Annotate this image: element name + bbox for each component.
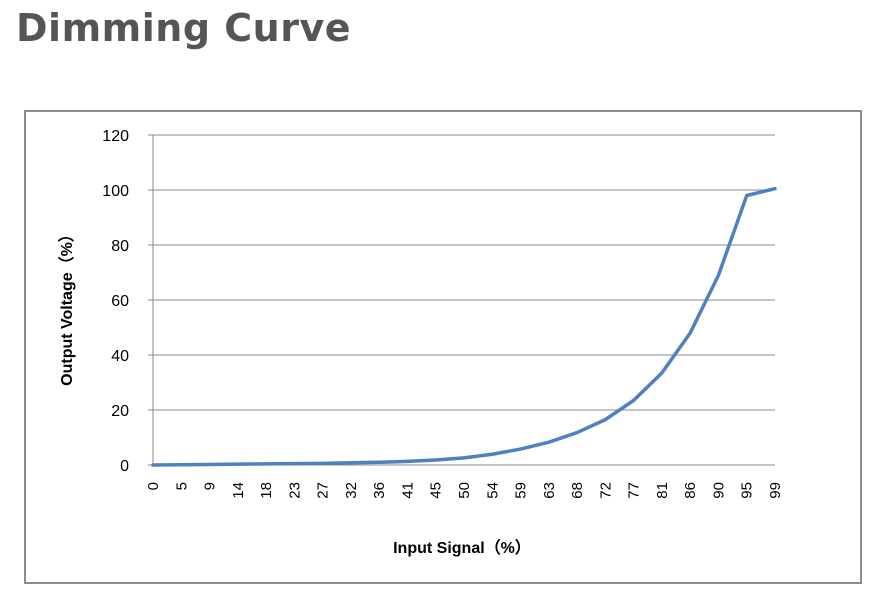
x-tick-label: 63: [541, 482, 558, 499]
x-tick-label: 68: [569, 482, 586, 499]
x-tick-label: 41: [399, 482, 416, 499]
x-tick-label: 45: [428, 482, 445, 499]
x-tick-label: 36: [371, 482, 388, 499]
x-tick-label: 54: [484, 482, 501, 499]
x-tick-label: 5: [173, 482, 190, 490]
x-tick-label: 14: [230, 482, 247, 499]
x-tick-label: 9: [202, 482, 219, 490]
x-tick-labels: 0 5 9 14 18 23 27 32 36 41 45 50 54 59 63 68 72 77 81 86 90 9…: [145, 482, 784, 499]
chart-frame: [24, 110, 862, 584]
y-tick-labels: 0 20 40 60 80 100 120: [102, 128, 129, 475]
x-tick-label: 86: [682, 482, 699, 499]
x-axis-title: Input Signal（%）: [393, 539, 531, 557]
x-tick-label: 90: [710, 482, 727, 499]
y-tick-label: 40: [111, 348, 129, 365]
x-tick-label: 59: [513, 482, 530, 499]
x-tick-label: 50: [456, 482, 473, 499]
x-tick-label: 81: [654, 482, 671, 499]
page-title: Dimming Curve: [16, 6, 351, 50]
gridlines: [153, 134, 775, 466]
x-tick-label: 77: [626, 482, 643, 499]
x-tick-label: 95: [739, 482, 756, 499]
y-tick-label: 80: [111, 238, 129, 255]
series-line: [151, 186, 777, 467]
y-axis-title: Output Voltage（%）: [58, 226, 76, 386]
x-tick-label: 27: [315, 482, 332, 499]
x-tick-label: 18: [258, 482, 275, 499]
y-tick-label: 60: [111, 293, 129, 310]
y-tick-label: 0: [120, 458, 129, 475]
x-tick-label: 72: [597, 482, 614, 499]
x-tick-label: 32: [343, 482, 360, 499]
x-tick-label: 99: [767, 482, 784, 499]
y-tick-label: 20: [111, 403, 129, 420]
y-tick-label: 100: [102, 183, 129, 200]
y-tick-label: 120: [102, 128, 129, 145]
series-layer: [151, 186, 777, 467]
x-tick-label: 23: [286, 482, 303, 499]
x-tick-label: 0: [145, 482, 162, 490]
